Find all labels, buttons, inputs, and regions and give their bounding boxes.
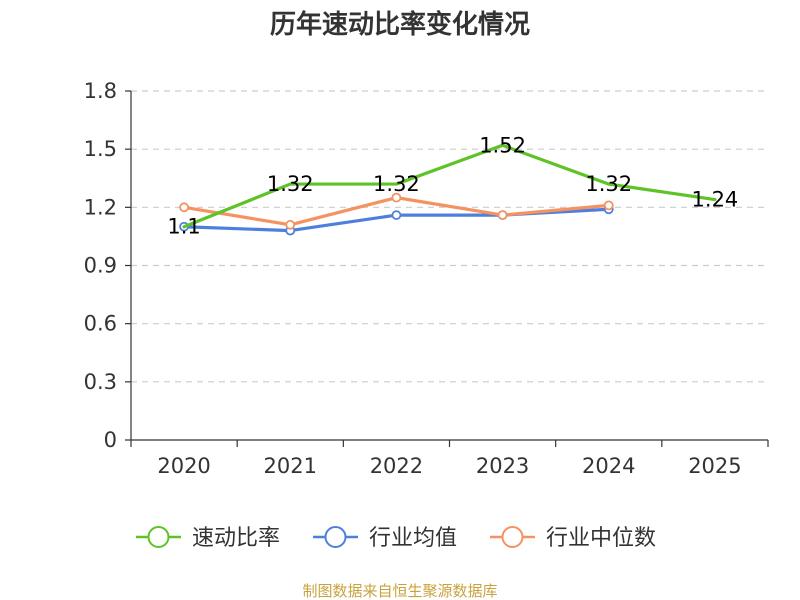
data-point [391,210,402,220]
legend-item[interactable]: 行业中位数 [490,526,656,551]
y-tick-label: 1.5 [84,137,117,161]
data-label: 1.1 [167,215,200,239]
y-axis-tick-labels: 0 0.3 0.6 0.9 1.2 1.5 1.8 [84,79,117,452]
data-point [285,219,296,230]
grid-lines [131,90,768,383]
legend[interactable]: 速动比率 行业均值 行业中位数 [136,526,656,551]
y-tick-label: 1.2 [84,195,117,219]
chart-title: 历年速动比率变化情况 [270,9,530,40]
x-tick-label: 2021 [264,454,317,478]
source-note: 制图数据来自恒生聚源数据库 [302,582,497,600]
y-tick-label: 0.3 [84,370,117,394]
x-axis-tick-labels: 2020 2021 2022 2023 2024 2025 [157,454,741,478]
legend-label: 速动比率 [192,526,280,551]
x-tick-label: 2023 [476,454,529,478]
x-tick-label: 2020 [157,454,210,478]
series-lines [179,143,717,236]
legend-swatch-marker [324,526,347,548]
y-tick-label: 0.6 [84,312,117,336]
y-tick-label: 1.8 [84,79,117,103]
data-point [179,202,189,213]
axes [125,90,769,447]
data-label: 1.52 [479,133,526,157]
data-label: 1.32 [267,172,314,196]
legend-label: 行业中位数 [546,526,656,551]
y-tick-label: 0 [104,428,117,452]
x-tick-label: 2025 [688,454,741,478]
data-label: 1.24 [692,188,739,212]
data-label: 1.32 [373,172,420,196]
data-label: 1.32 [585,172,632,196]
x-tick-label: 2024 [582,454,635,478]
data-point [391,192,402,203]
data-labels: 1.1 1.32 1.32 1.52 1.32 1.24 [167,133,738,238]
legend-item[interactable]: 行业均值 [313,526,457,551]
x-tick-label: 2022 [370,454,423,478]
legend-label: 行业均值 [369,526,457,551]
legend-item[interactable]: 速动比率 [136,526,280,551]
y-tick-label: 0.9 [84,254,117,278]
legend-swatch-marker [501,526,524,548]
legend-swatch-marker [147,526,170,548]
data-point [497,210,508,220]
data-point [603,200,614,211]
series-line [182,143,717,229]
